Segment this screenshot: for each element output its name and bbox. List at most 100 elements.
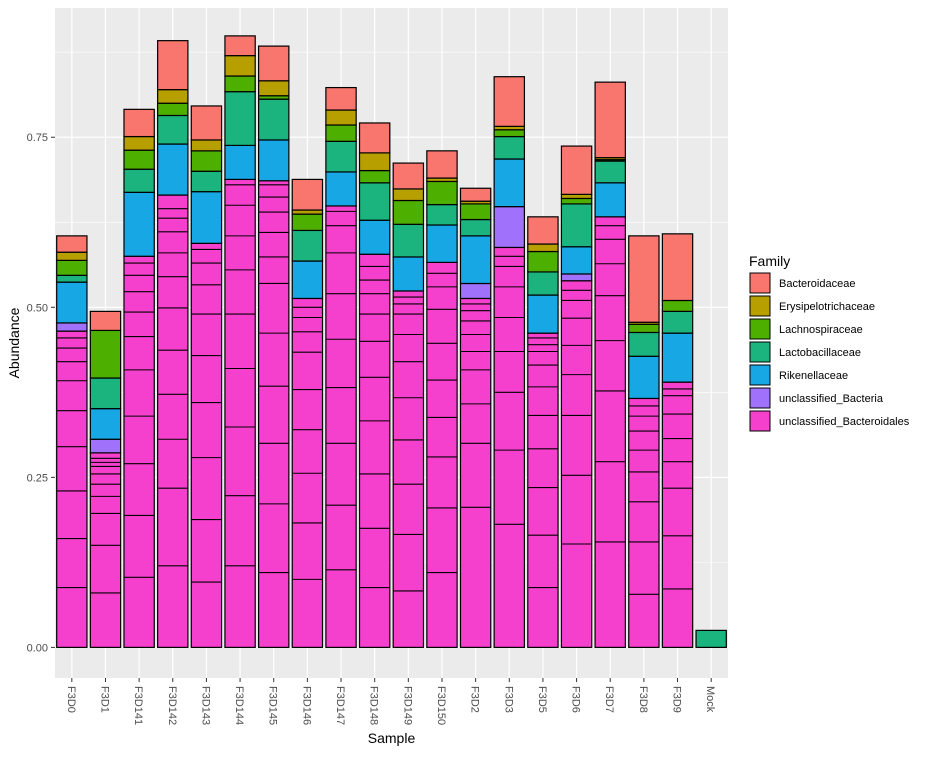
axes: 0.00 0.25 0.50 0.75 F3D0 F3D1 F3D141 F3D142 F3D1… [27,132,717,725]
bar-segment [459,203,492,221]
bar-segment [527,243,559,253]
bar-segment [56,274,88,283]
bar-segment [459,218,492,237]
legend-label: Bacteroidaceae [779,278,855,290]
legend-label: unclassified_Bacteroidales [779,416,910,428]
x-tick-label: F3D146 [300,686,312,725]
bar-segment [358,152,391,172]
bar-segment [493,135,526,160]
x-tick-label: F3D147 [334,686,346,725]
bar-segment [291,209,324,215]
legend-label: unclassified_Bacteria [779,393,884,405]
bar-segment [527,271,559,296]
bar-segment [594,216,626,648]
x-tick-label: F3D8 [637,686,649,713]
x-tick-label: F3D1 [98,686,110,713]
x-tick-label: F3D143 [199,686,211,725]
x-tick-label: F3D148 [368,686,380,725]
bar-segment [493,129,526,138]
y-tick-label: 0.00 [27,642,48,654]
bars [56,35,727,648]
bar-segment [123,108,155,138]
bar-segment [257,98,290,141]
bar-segment [493,246,526,648]
bar-segment [56,259,88,276]
bar-segment [560,197,593,205]
bar-segment [291,178,324,211]
bar-segment [493,76,526,127]
bar-segment [493,158,526,208]
plot-panel [55,8,728,678]
bar-segment [661,233,694,302]
bar-segment [123,255,155,648]
x-tick-label: F3D6 [570,686,582,713]
bar-segment [560,280,593,648]
x-tick-label: F3D150 [435,686,447,725]
bar-segment [628,397,660,648]
bar-segment [123,149,155,170]
bar-segment [56,322,88,332]
x-tick-label: F3D5 [536,686,548,713]
x-tick-label: F3D0 [65,686,77,713]
bar-segment [89,452,122,648]
bar-segment [325,205,357,648]
bar-segment [325,140,357,173]
x-tick-label: F3D3 [502,686,514,713]
bar-segment [190,139,223,152]
bar-segment [157,102,189,117]
y-tick-label: 0.25 [27,472,48,484]
bar-segment [628,331,660,357]
bar-segment [661,299,694,312]
bar-segment [291,229,324,262]
x-tick-label: F3D142 [166,686,178,725]
bar-segment [325,86,357,111]
y-tick-label: 0.50 [27,302,48,314]
bar-segment [190,150,223,172]
bar-segment [661,310,694,334]
bar-segment [325,109,357,126]
legend-swatch [749,272,771,294]
bar-segment [459,187,492,202]
legend-swatch [749,318,771,340]
x-tick-label: Mock [704,686,716,713]
bar-segment [123,168,155,193]
bar-segment [224,91,256,147]
bar-segment [594,81,626,159]
bar-segment [56,251,88,261]
legend-swatch [749,387,771,409]
bar-segment [392,188,425,202]
legend-label: Lachnospiraceae [779,324,863,336]
bar-segment [89,377,122,410]
bar-segment [190,105,223,141]
bar-segment [257,180,290,648]
legend-swatch [749,364,771,386]
bar-segment [157,40,189,91]
legend-label: Lactobacillaceae [779,347,861,359]
x-tick-label: F3D145 [267,686,279,725]
bar-segment [89,310,122,332]
legend-swatch [749,341,771,363]
bar-segment [493,206,526,249]
bar-segment [661,381,694,648]
bar-segment [224,75,256,93]
bar-segment [257,80,290,97]
bar-segment [89,408,122,440]
bar-segment [224,144,256,181]
bar-segment [224,35,256,57]
bar-segment [628,323,660,334]
bar-segment [157,114,189,145]
bar-segment [628,235,660,323]
bar-segment [325,124,357,142]
legend-label: Rikenellaceae [779,370,848,382]
bar-segment [560,145,593,195]
bar-segment [157,143,189,196]
bar-segment [56,235,88,253]
bar-segment [594,182,626,218]
bar-segment [358,253,391,648]
bar-segment [257,139,290,182]
bar-segment [560,203,593,248]
bar-segment [392,162,425,190]
bar-segment [695,629,727,648]
bar-segment [560,193,593,200]
